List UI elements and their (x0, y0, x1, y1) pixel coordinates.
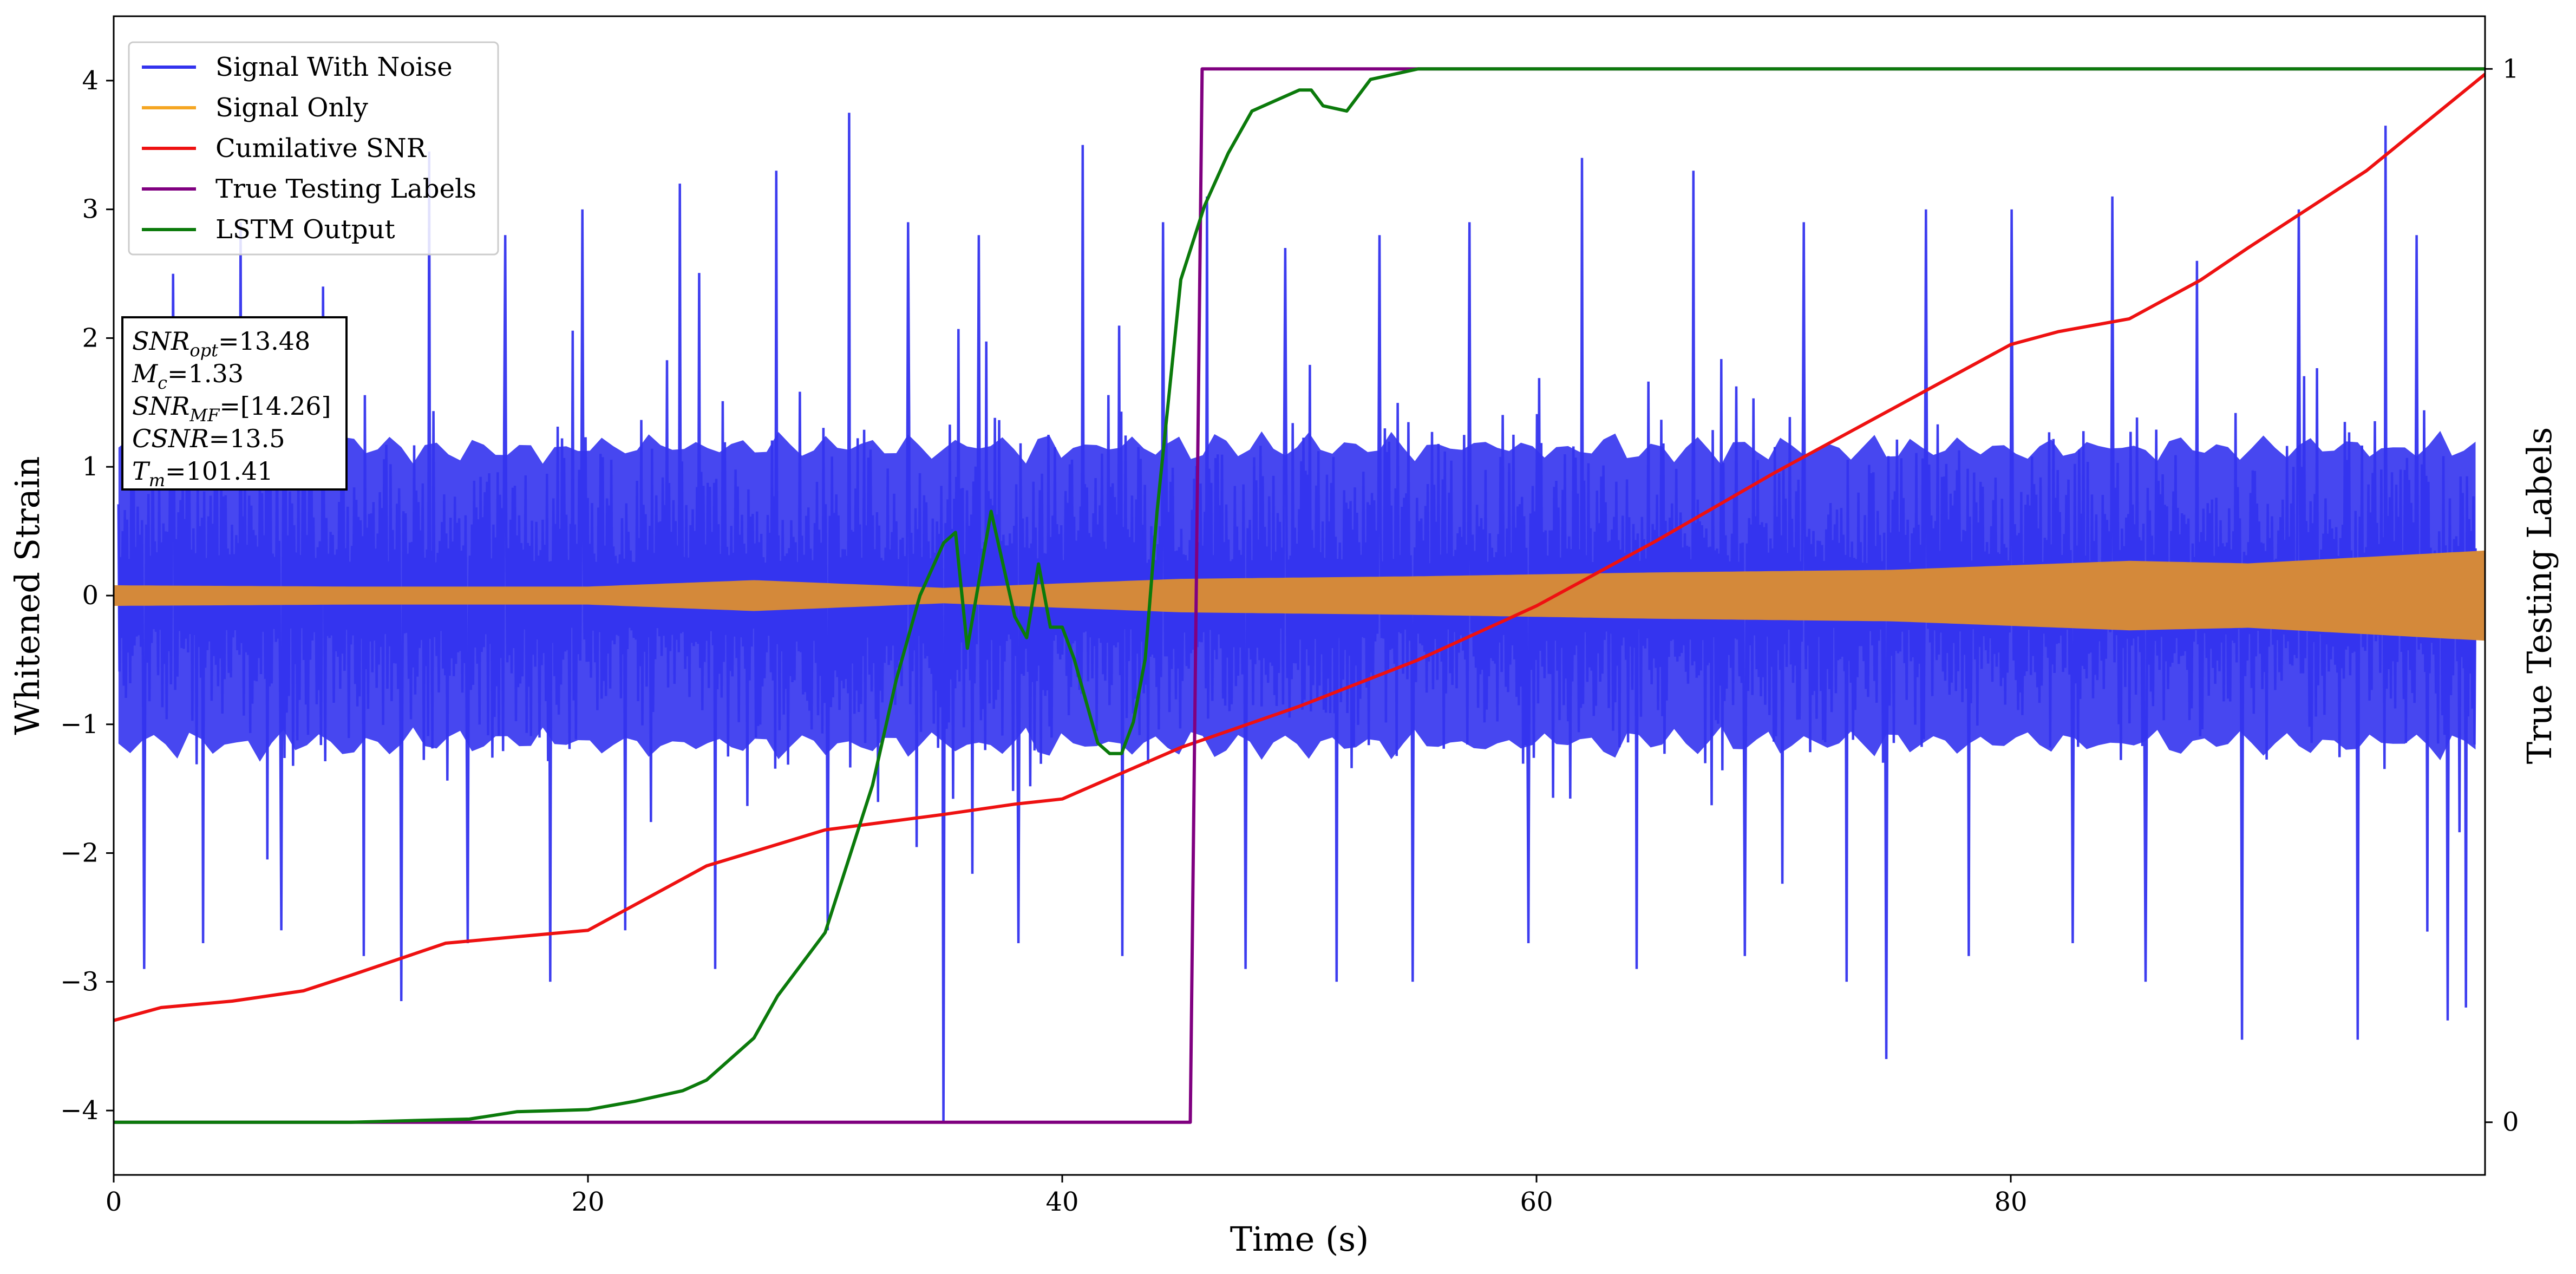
y-ticks: −4 −3 −2 −1 0 1 2 3 4 (60, 66, 114, 1126)
y-tick-label: 2 (82, 323, 99, 353)
x-tick-label: 40 (1045, 1187, 1078, 1217)
y2-ticks: 01 (2485, 54, 2519, 1138)
x-tick-label: 80 (1994, 1187, 2027, 1217)
y2-tick-label: 0 (2502, 1107, 2519, 1138)
y-tick-label: −3 (60, 966, 99, 997)
y-tick-label: −4 (60, 1095, 99, 1126)
y-tick-label: 1 (82, 452, 99, 482)
y2-tick-label: 1 (2502, 54, 2519, 84)
y-tick-label: 4 (82, 66, 99, 96)
y2-axis-label: True Testing Labels (2520, 427, 2559, 765)
annotation-line: SNRopt=13.48 (132, 326, 310, 361)
annotation-box: SNRopt=13.48Mc=1.33SNRMF=[14.26]CSNR=13.… (121, 316, 348, 491)
y-tick-label: 3 (82, 194, 99, 225)
x-ticks: 0 20 40 60 80 (106, 1175, 2028, 1217)
legend-box (128, 41, 499, 256)
x-axis-label: Time (s) (1230, 1219, 1369, 1259)
series-lstm-output (114, 67, 2485, 1124)
x-tick-label: 60 (1520, 1187, 1553, 1217)
annotation-line: SNRMF=[14.26] (132, 391, 331, 426)
annotation-line: Tm=101.41 (132, 456, 273, 491)
y-tick-label: −1 (60, 709, 99, 740)
y-axis-label: Whitened Strain (8, 456, 47, 735)
y-tick-label: 0 (82, 580, 99, 611)
legend-entry: Signal With Noise (215, 52, 453, 82)
annotation-line: CSNR=13.5 (132, 424, 285, 453)
y-tick-label: −2 (60, 838, 99, 868)
annotation-frame (121, 316, 348, 491)
annotation-line: Mc=1.33 (132, 359, 244, 393)
x-tick-label: 0 (106, 1187, 122, 1217)
legend-entry: Signal Only (215, 93, 368, 123)
legend: Signal With Noise Signal Only Cumilative S… (128, 41, 499, 256)
series-signal-only (114, 550, 2485, 641)
series-cumilative-snr (114, 73, 2485, 1022)
series-layer (114, 67, 2485, 1124)
legend-entry: LSTM Output (215, 214, 395, 245)
legend-entry: True Testing Labels (215, 174, 476, 204)
legend-entry: Cumilative SNR (215, 133, 427, 164)
x-tick-label: 20 (571, 1187, 604, 1217)
